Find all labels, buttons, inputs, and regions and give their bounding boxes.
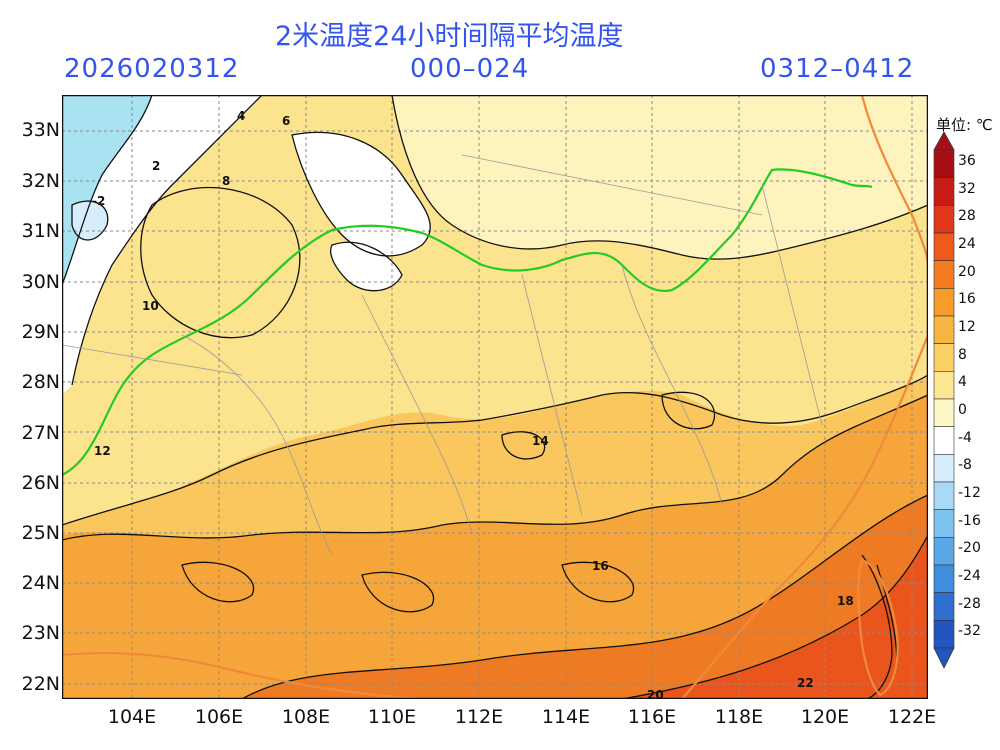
colorbar-swatch bbox=[933, 315, 955, 344]
lat-label-27n: 27N bbox=[21, 422, 60, 444]
lat-label-30n: 30N bbox=[21, 271, 60, 293]
lon-label-114e: 114E bbox=[541, 706, 591, 728]
contour-label: 8 bbox=[222, 174, 230, 188]
colorbar-arrow-bottom bbox=[933, 647, 955, 668]
temperature-map[interactable]: -2 2 4 6 8 10 12 14 16 18 20 22 bbox=[62, 95, 928, 699]
colorbar-level-label: 0 bbox=[958, 402, 967, 418]
colorbar-swatch bbox=[933, 509, 955, 538]
contour-label: 12 bbox=[94, 444, 111, 458]
contour-label: 14 bbox=[532, 434, 549, 448]
colorbar-level-label: -12 bbox=[958, 485, 981, 501]
colorbar-level-label: -28 bbox=[958, 595, 981, 612]
contours bbox=[62, 95, 928, 699]
lat-label-23n: 23N bbox=[21, 622, 60, 644]
lat-label-25n: 25N bbox=[21, 522, 60, 544]
colorbar bbox=[933, 132, 955, 668]
field-red-orange bbox=[622, 535, 928, 699]
valid-period: 0312–0412 bbox=[760, 54, 915, 84]
contour-label: -2 bbox=[92, 194, 105, 208]
colorbar-level-label: -4 bbox=[958, 429, 972, 446]
map-frame bbox=[62, 95, 928, 699]
lon-label-120e: 120E bbox=[800, 706, 850, 728]
colorbar-swatch bbox=[933, 288, 955, 317]
lat-label-22n: 22N bbox=[21, 673, 60, 695]
graticule bbox=[62, 95, 928, 699]
colorbar-level-label: 16 bbox=[958, 291, 976, 308]
yangtze-river bbox=[62, 168, 873, 476]
colorbar-swatch bbox=[933, 564, 955, 593]
field-white-2 bbox=[292, 132, 431, 256]
colorbar-swatch bbox=[933, 537, 955, 566]
lon-label-118e: 118E bbox=[714, 706, 764, 728]
colorbar-swatch bbox=[933, 177, 955, 206]
colorbar-swatch bbox=[933, 343, 955, 372]
colorbar-swatch bbox=[933, 481, 955, 510]
colorbar-level-label: 32 bbox=[958, 180, 976, 197]
contour-label: 22 bbox=[797, 676, 814, 690]
contour-label: 18 bbox=[837, 594, 854, 608]
field-white bbox=[62, 95, 262, 395]
lat-label-28n: 28N bbox=[21, 371, 60, 393]
province-borders bbox=[62, 154, 823, 556]
field-white-3 bbox=[330, 242, 402, 291]
colorbar-unit: 单位: ℃ bbox=[936, 116, 993, 134]
colorbar-level-label: 20 bbox=[958, 263, 976, 280]
field-cyan bbox=[62, 95, 152, 285]
colorbar-level-label: -24 bbox=[958, 568, 981, 584]
colorbar-swatch bbox=[933, 592, 955, 621]
colorbar-level-label: -8 bbox=[958, 457, 972, 474]
lon-label-116e: 116E bbox=[627, 706, 677, 728]
lon-label-112e: 112E bbox=[454, 706, 504, 728]
colorbar-level-label: 28 bbox=[958, 208, 976, 225]
lon-label-110e: 110E bbox=[367, 706, 417, 728]
colorbar-swatch bbox=[933, 149, 955, 178]
colorbar-swatch bbox=[933, 620, 955, 649]
contour-label: 16 bbox=[592, 559, 609, 573]
contour-labels: -2 2 4 6 8 10 12 14 16 18 20 22 bbox=[92, 109, 854, 699]
colorbar-swatch bbox=[933, 426, 955, 455]
colorbar-level-label: -32 bbox=[958, 623, 981, 640]
colorbar-swatch bbox=[933, 232, 955, 261]
contour-label: 20 bbox=[647, 688, 664, 699]
colorbar-level-label: 12 bbox=[958, 319, 976, 335]
lat-label-31n: 31N bbox=[21, 220, 60, 242]
colorbar-swatch bbox=[933, 398, 955, 427]
colorbar-level-label: 36 bbox=[958, 153, 976, 169]
lon-label-108e: 108E bbox=[281, 706, 331, 728]
forecast-hours: 000–024 bbox=[410, 54, 530, 84]
colorbar-level-label: 4 bbox=[958, 374, 967, 391]
colorbar-swatch bbox=[933, 454, 955, 483]
colorbar-arrow-top bbox=[933, 132, 955, 151]
lon-label-106e: 106E bbox=[194, 706, 244, 728]
lat-label-32n: 32N bbox=[21, 170, 60, 192]
contour-label: 2 bbox=[152, 159, 160, 173]
contour-label: 6 bbox=[282, 114, 290, 128]
contour-label: 4 bbox=[237, 109, 245, 123]
lon-label-122e: 122E bbox=[887, 706, 937, 728]
field-deep-orange bbox=[242, 495, 928, 699]
coastline bbox=[62, 95, 928, 699]
lon-label-104e: 104E bbox=[107, 706, 157, 728]
field-orange bbox=[62, 395, 928, 699]
colorbar-level-label: -20 bbox=[958, 540, 981, 557]
init-time: 2026020312 bbox=[64, 54, 240, 84]
chart-title: 2米温度24小时间隔平均温度 bbox=[275, 21, 624, 52]
colorbar-level-label: 24 bbox=[958, 236, 976, 252]
lat-label-26n: 26N bbox=[21, 472, 60, 494]
colorbar-swatch bbox=[933, 205, 955, 234]
colorbar-level-label: 8 bbox=[958, 346, 967, 363]
field-pale-yellow bbox=[392, 95, 928, 260]
lat-label-29n: 29N bbox=[21, 321, 60, 343]
colorbar-level-label: -16 bbox=[958, 512, 981, 529]
field-pale-west bbox=[140, 187, 300, 338]
contour-label: 10 bbox=[142, 299, 159, 313]
lat-label-24n: 24N bbox=[21, 572, 60, 594]
colorbar-swatch bbox=[933, 371, 955, 400]
lat-label-33n: 33N bbox=[21, 119, 60, 141]
colorbar-swatch bbox=[933, 260, 955, 289]
